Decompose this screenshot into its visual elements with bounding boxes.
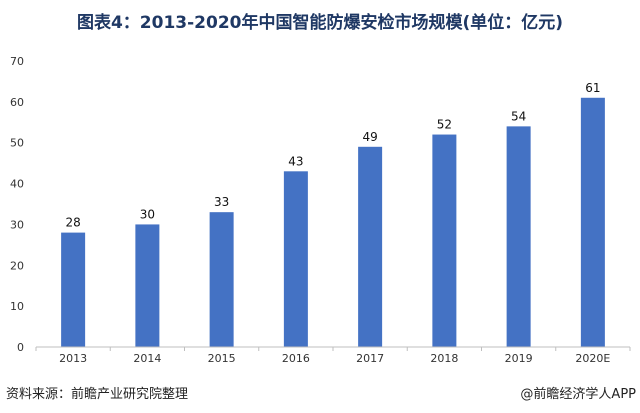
bar-2013 [61,232,86,347]
x-tick-label: 2014 [133,352,161,365]
data-label: 33 [214,195,229,209]
x-tick-label: 2013 [59,352,87,365]
bar-2017 [358,146,383,347]
y-tick-label: 50 [10,137,24,150]
y-tick-label: 60 [10,96,24,109]
y-tick-label: 70 [10,55,24,68]
bars [61,97,605,348]
data-label: 49 [362,130,377,144]
data-label: 28 [65,216,80,230]
y-tick-label: 0 [17,341,24,354]
data-label: 54 [511,109,526,123]
x-tick-label: 2017 [356,352,384,365]
x-tick-label: 2019 [505,352,533,365]
data-labels: 28 30 33 43 49 52 54 61 [65,81,600,230]
bar-2016 [283,171,308,347]
bar-2015 [209,212,234,347]
y-tick-label: 20 [10,259,24,272]
x-tick-label: 2020E [575,352,610,365]
y-axis: 0 10 20 30 40 50 60 70 [10,55,24,354]
credit-note: @前瞻经济学人APP [520,387,636,402]
data-label: 30 [140,207,155,221]
bar-2014 [135,224,160,347]
data-label: 52 [437,118,452,132]
bar-2020E [580,97,605,348]
data-label: 61 [585,81,600,95]
bar-2018 [432,134,457,347]
bar-2019 [506,126,531,347]
y-tick-label: 30 [10,218,24,231]
source-note: 资料来源：前瞻产业研究院整理 [6,387,189,402]
x-tick-label: 2016 [282,352,310,365]
x-tick-label: 2015 [208,352,236,365]
y-tick-label: 10 [10,300,24,313]
x-tick-label: 2018 [430,352,458,365]
chart-title: 图表4：2013-2020年中国智能防爆安检市场规模(单位：亿元) [76,13,564,33]
data-label: 43 [288,154,303,168]
x-axis: 2013 2014 2015 2016 2017 2018 2019 2020E [35,346,631,365]
y-tick-label: 40 [10,178,24,191]
